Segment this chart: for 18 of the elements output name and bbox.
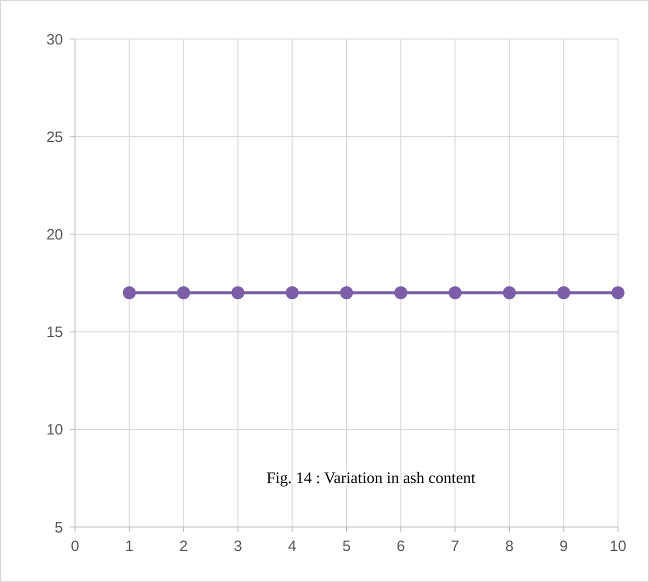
x-tick-label: 4	[288, 538, 296, 555]
x-tick-label: 2	[179, 538, 188, 555]
x-tick-label: 5	[342, 538, 351, 555]
y-tick-label: 10	[46, 422, 63, 439]
y-tick-label: 5	[54, 519, 63, 536]
x-tick-label: 1	[125, 538, 134, 555]
x-tick-label: 9	[560, 538, 568, 555]
x-tick-label: 6	[396, 538, 405, 555]
y-tick-label: 20	[46, 226, 63, 244]
y-tick-label: 15	[46, 324, 63, 342]
x-tick-label: 7	[450, 538, 460, 555]
y-tick-label: 25	[46, 128, 63, 146]
x-tick-label: 0	[70, 538, 80, 555]
y-tick-label: 30	[46, 31, 63, 48]
annotation: Fig. 14 : Variation in ash content	[266, 470, 476, 487]
x-tick-label: 10	[610, 538, 626, 555]
x-tick-label: 8	[505, 538, 514, 555]
x-tick-label: 3	[234, 538, 242, 555]
